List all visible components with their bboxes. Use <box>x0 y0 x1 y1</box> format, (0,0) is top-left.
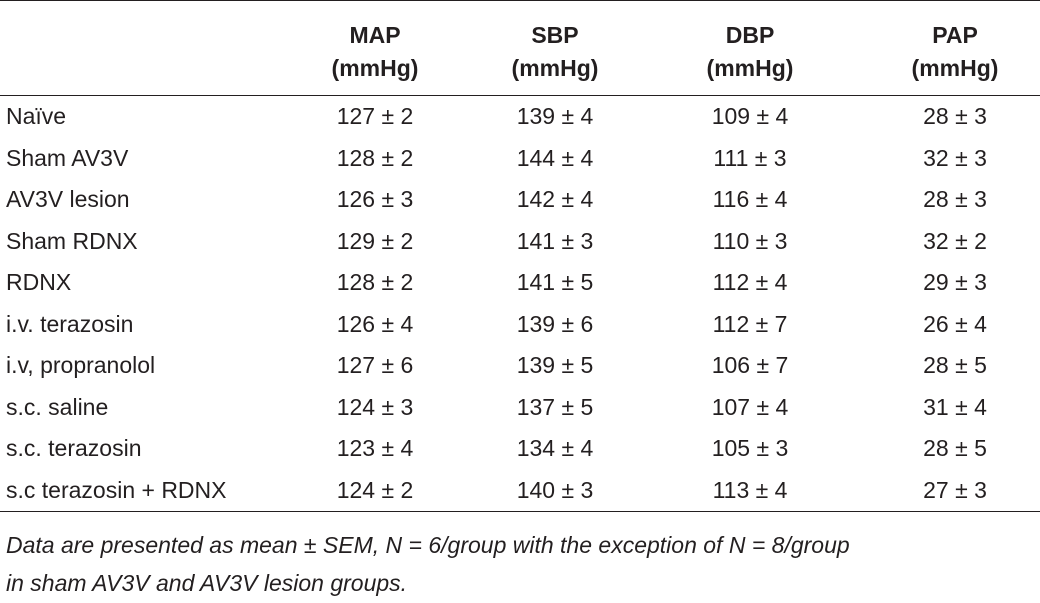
table-row: s.c. terazosin 123 ± 4 134 ± 4 105 ± 3 2… <box>0 428 1040 470</box>
data-table-container: MAP (mmHg) SBP (mmHg) DBP (mmHg) PAP (mm… <box>0 0 1040 512</box>
cell-map: 127 ± 2 <box>336 103 414 129</box>
cell-dbp: 107 ± 4 <box>711 393 789 420</box>
table-row: s.c terazosin + RDNX 124 ± 2 140 ± 3 113… <box>0 469 1040 512</box>
header-sbp-name: SBP <box>531 22 579 48</box>
cell-pap: 27 ± 3 <box>840 469 1040 512</box>
cell-dbp: 112 ± 7 <box>712 310 788 337</box>
header-dbp: DBP (mmHg) <box>660 0 840 96</box>
table-row: Naïve 127 ± 2 139 ± 4 109 ± 4 28 ± 3 <box>0 96 1040 138</box>
cell-map: 126 ± 4 <box>336 310 414 337</box>
cell-sbp: 142 ± 4 <box>516 186 594 212</box>
row-label: Sham RDNX <box>6 227 138 254</box>
cell-dbp: 106 ± 7 <box>711 352 789 378</box>
cell-dbp: 116 ± 4 <box>712 186 788 212</box>
cell-sbp: 140 ± 3 <box>450 469 660 512</box>
table-row: Sham AV3V 128 ± 2 144 ± 4 111 ± 3 32 ± 3 <box>0 138 1040 180</box>
cell-map: 129 ± 2 <box>336 227 414 254</box>
footnote-line-2: in sham AV3V and AV3V lesion groups. <box>6 570 408 596</box>
header-dbp-name: DBP <box>725 22 775 48</box>
row-label: s.c. terazosin <box>6 435 142 461</box>
header-row: MAP (mmHg) SBP (mmHg) DBP (mmHg) PAP (mm… <box>0 0 1040 96</box>
header-map-unit: (mmHg) <box>331 55 419 81</box>
cell-sbp: 139 ± 5 <box>516 352 594 378</box>
row-label: i.v, propranolol <box>6 352 156 378</box>
table-header: MAP (mmHg) SBP (mmHg) DBP (mmHg) PAP (mm… <box>0 0 1040 96</box>
table-footnote: Data are presented as mean ± SEM, N = 6/… <box>6 526 1036 602</box>
cell-pap: 28 ± 3 <box>923 186 987 212</box>
blood-pressure-table: MAP (mmHg) SBP (mmHg) DBP (mmHg) PAP (mm… <box>0 0 1040 512</box>
cell-sbp: 144 ± 4 <box>516 144 594 171</box>
row-label: i.v. terazosin <box>6 310 134 337</box>
cell-map: 128 ± 2 <box>336 144 414 171</box>
cell-dbp: 109 ± 4 <box>711 103 789 129</box>
header-empty-cell <box>0 0 300 96</box>
header-pap-name: PAP <box>932 22 978 48</box>
cell-sbp: 139 ± 6 <box>516 310 594 337</box>
cell-map: 124 ± 2 <box>300 469 450 512</box>
cell-map: 127 ± 6 <box>336 352 414 378</box>
cell-pap: 32 ± 3 <box>923 144 987 171</box>
cell-map: 123 ± 4 <box>336 435 414 461</box>
row-label: AV3V lesion <box>6 186 130 212</box>
header-map-name: MAP <box>349 22 401 48</box>
row-label: RDNX <box>6 269 72 295</box>
cell-pap: 26 ± 4 <box>923 310 987 337</box>
header-sbp: SBP (mmHg) <box>450 0 660 96</box>
cell-map: 126 ± 3 <box>336 186 414 212</box>
cell-dbp: 110 ± 3 <box>712 227 788 254</box>
cell-sbp: 137 ± 5 <box>516 393 594 420</box>
cell-sbp: 139 ± 4 <box>516 103 594 129</box>
cell-map: 128 ± 2 <box>336 269 414 295</box>
cell-dbp: 112 ± 4 <box>712 269 788 295</box>
cell-pap: 28 ± 3 <box>923 103 987 129</box>
table-row: AV3V lesion 126 ± 3 142 ± 4 116 ± 4 28 ±… <box>0 179 1040 221</box>
table-row: i.v. terazosin 126 ± 4 139 ± 6 112 ± 7 2… <box>0 304 1040 346</box>
table-row: RDNX 128 ± 2 141 ± 5 112 ± 4 29 ± 3 <box>0 262 1040 304</box>
header-sbp-unit: (mmHg) <box>511 55 599 81</box>
table-row: Sham RDNX 129 ± 2 141 ± 3 110 ± 3 32 ± 2 <box>0 221 1040 263</box>
table-row: s.c. saline 124 ± 3 137 ± 5 107 ± 4 31 ±… <box>0 387 1040 429</box>
table-body: Naïve 127 ± 2 139 ± 4 109 ± 4 28 ± 3 Sha… <box>0 96 1040 512</box>
row-label: s.c. saline <box>6 393 109 420</box>
cell-pap: 31 ± 4 <box>923 393 987 420</box>
row-label: s.c terazosin + RDNX <box>0 469 300 512</box>
cell-dbp: 105 ± 3 <box>711 435 789 461</box>
cell-pap: 32 ± 2 <box>923 227 987 254</box>
cell-map: 124 ± 3 <box>336 393 414 420</box>
cell-pap: 28 ± 5 <box>923 435 987 461</box>
table-row: i.v, propranolol 127 ± 6 139 ± 5 106 ± 7… <box>0 345 1040 387</box>
cell-pap: 29 ± 3 <box>923 269 987 295</box>
header-pap: PAP (mmHg) <box>840 0 1040 96</box>
header-pap-unit: (mmHg) <box>911 55 999 81</box>
header-dbp-unit: (mmHg) <box>706 55 794 81</box>
row-label: Sham AV3V <box>6 144 129 171</box>
header-map: MAP (mmHg) <box>300 0 450 96</box>
cell-dbp: 113 ± 4 <box>660 469 840 512</box>
footnote-line-1: Data are presented as mean ± SEM, N = 6/… <box>6 532 850 558</box>
cell-sbp: 141 ± 5 <box>516 269 594 295</box>
row-label: Naïve <box>6 103 67 129</box>
cell-sbp: 141 ± 3 <box>516 227 594 254</box>
cell-sbp: 134 ± 4 <box>516 435 594 461</box>
cell-pap: 28 ± 5 <box>923 352 987 378</box>
cell-dbp: 111 ± 3 <box>713 144 787 171</box>
